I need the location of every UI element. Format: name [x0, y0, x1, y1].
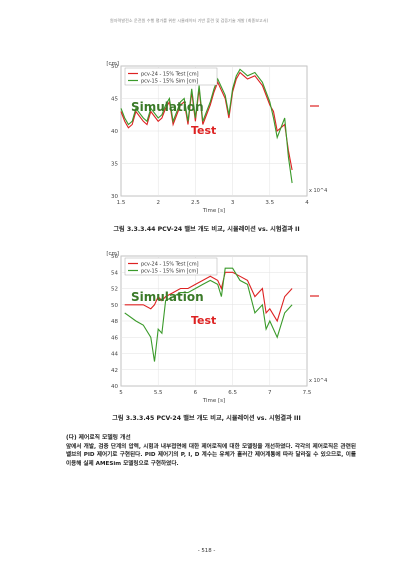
chart-figure-2: 40 42 44 46 48 50 52 54 56 5 5.5 6 6.5 7 7.5 Time [s] [c… [106, 251, 327, 404]
x-multiplier-label: x 10^4 [309, 378, 327, 384]
y-tick-label: 35 [111, 162, 118, 168]
figure-caption-1: 그림 3.3.3.44 PCV-24 밸브 개도 비교, 시뮬레이션 vs. 시… [113, 226, 300, 233]
legend-label-test: pcv-24 - 15% Test [cm] [141, 262, 199, 268]
chart-figure-1: 30 35 40 45 50 1.5 2 2.5 3 3.5 4 Time [s] [cm] x 10^4… [106, 61, 327, 214]
annotation-simulation: Simulation [131, 290, 204, 304]
y-tick-label: 44 [111, 352, 118, 358]
x-tick-label: 7.5 [303, 390, 312, 396]
x-axis-label: Time [s] [202, 398, 225, 404]
section-title: (다) 제어로직 모델링 개선 [66, 435, 131, 441]
legend-label-simulation: pcv-15 - 15% Sim [cm] [141, 269, 198, 275]
page-header: 원자력발전소 운전원 수행 평가를 위한 시뮬레이터 기반 훈련 및 검증기술 … [110, 18, 269, 23]
y-tick-label: 40 [111, 129, 118, 135]
x-tick-label: 4 [305, 200, 309, 206]
y-tick-label: 30 [111, 194, 118, 200]
annotation-test: Test [191, 124, 216, 137]
legend-label-test: pcv-24 - 15% Test [cm] [141, 72, 199, 78]
annotation-test: Test [191, 314, 216, 327]
x-tick-label: 3.5 [265, 200, 274, 206]
x-tick-label: 5 [119, 390, 123, 396]
x-tick-label: 1.5 [117, 200, 126, 206]
series-line-test [124, 271, 293, 323]
x-tick-label: 6.5 [228, 390, 237, 396]
legend-label-simulation: pcv-15 - 15% Sim [cm] [141, 79, 198, 85]
y-tick-label: 40 [111, 384, 118, 390]
legend-box [124, 67, 218, 86]
y-tick-label: 56 [111, 254, 118, 260]
x-tick-label: 2.5 [191, 200, 200, 206]
legend: pcv-24 - 15% Test [cm]pcv-15 - 15% Sim [… [124, 257, 218, 276]
x-tick-label: 2 [156, 200, 160, 206]
section-control-logic: (다) 제어로직 모델링 개선 앞에서 개발, 검증 단계의 압력, 시험과 내… [66, 432, 356, 468]
y-tick-label: 42 [111, 368, 118, 374]
x-tick-label: 3 [231, 200, 235, 206]
x-tick-label: 7 [268, 390, 272, 396]
x-axis-label: Time [s] [202, 208, 225, 214]
y-tick-label: 50 [111, 64, 118, 70]
y-tick-label: 48 [111, 319, 118, 325]
legend-box [124, 257, 218, 276]
y-tick-label: 52 [111, 287, 118, 293]
y-axis-label: [cm] [106, 61, 119, 67]
x-multiplier-label: x 10^4 [309, 188, 327, 194]
section-paragraph: 앞에서 개발, 검증 단계의 압력, 시험과 내부접면에 대한 제어로직에 대한… [66, 444, 356, 467]
y-axis-label: [cm] [106, 251, 119, 257]
series-line-simulation [124, 267, 293, 362]
x-tick-label: 5.5 [154, 390, 163, 396]
legend: pcv-24 - 15% Test [cm]pcv-15 - 15% Sim [… [124, 67, 218, 86]
figure-caption-2: 그림 3.3.3.45 PCV-24 밸브 개도 비교, 시뮬레이션 vs. 시… [112, 415, 301, 422]
annotation-simulation: Simulation [131, 100, 204, 114]
y-tick-label: 54 [111, 270, 118, 276]
y-tick-label: 45 [111, 97, 118, 103]
series-line-simulation [120, 68, 293, 184]
y-tick-label: 50 [111, 303, 118, 309]
y-tick-label: 46 [111, 335, 118, 341]
x-tick-label: 6 [194, 390, 198, 396]
page-number: - 518 - [197, 548, 216, 554]
